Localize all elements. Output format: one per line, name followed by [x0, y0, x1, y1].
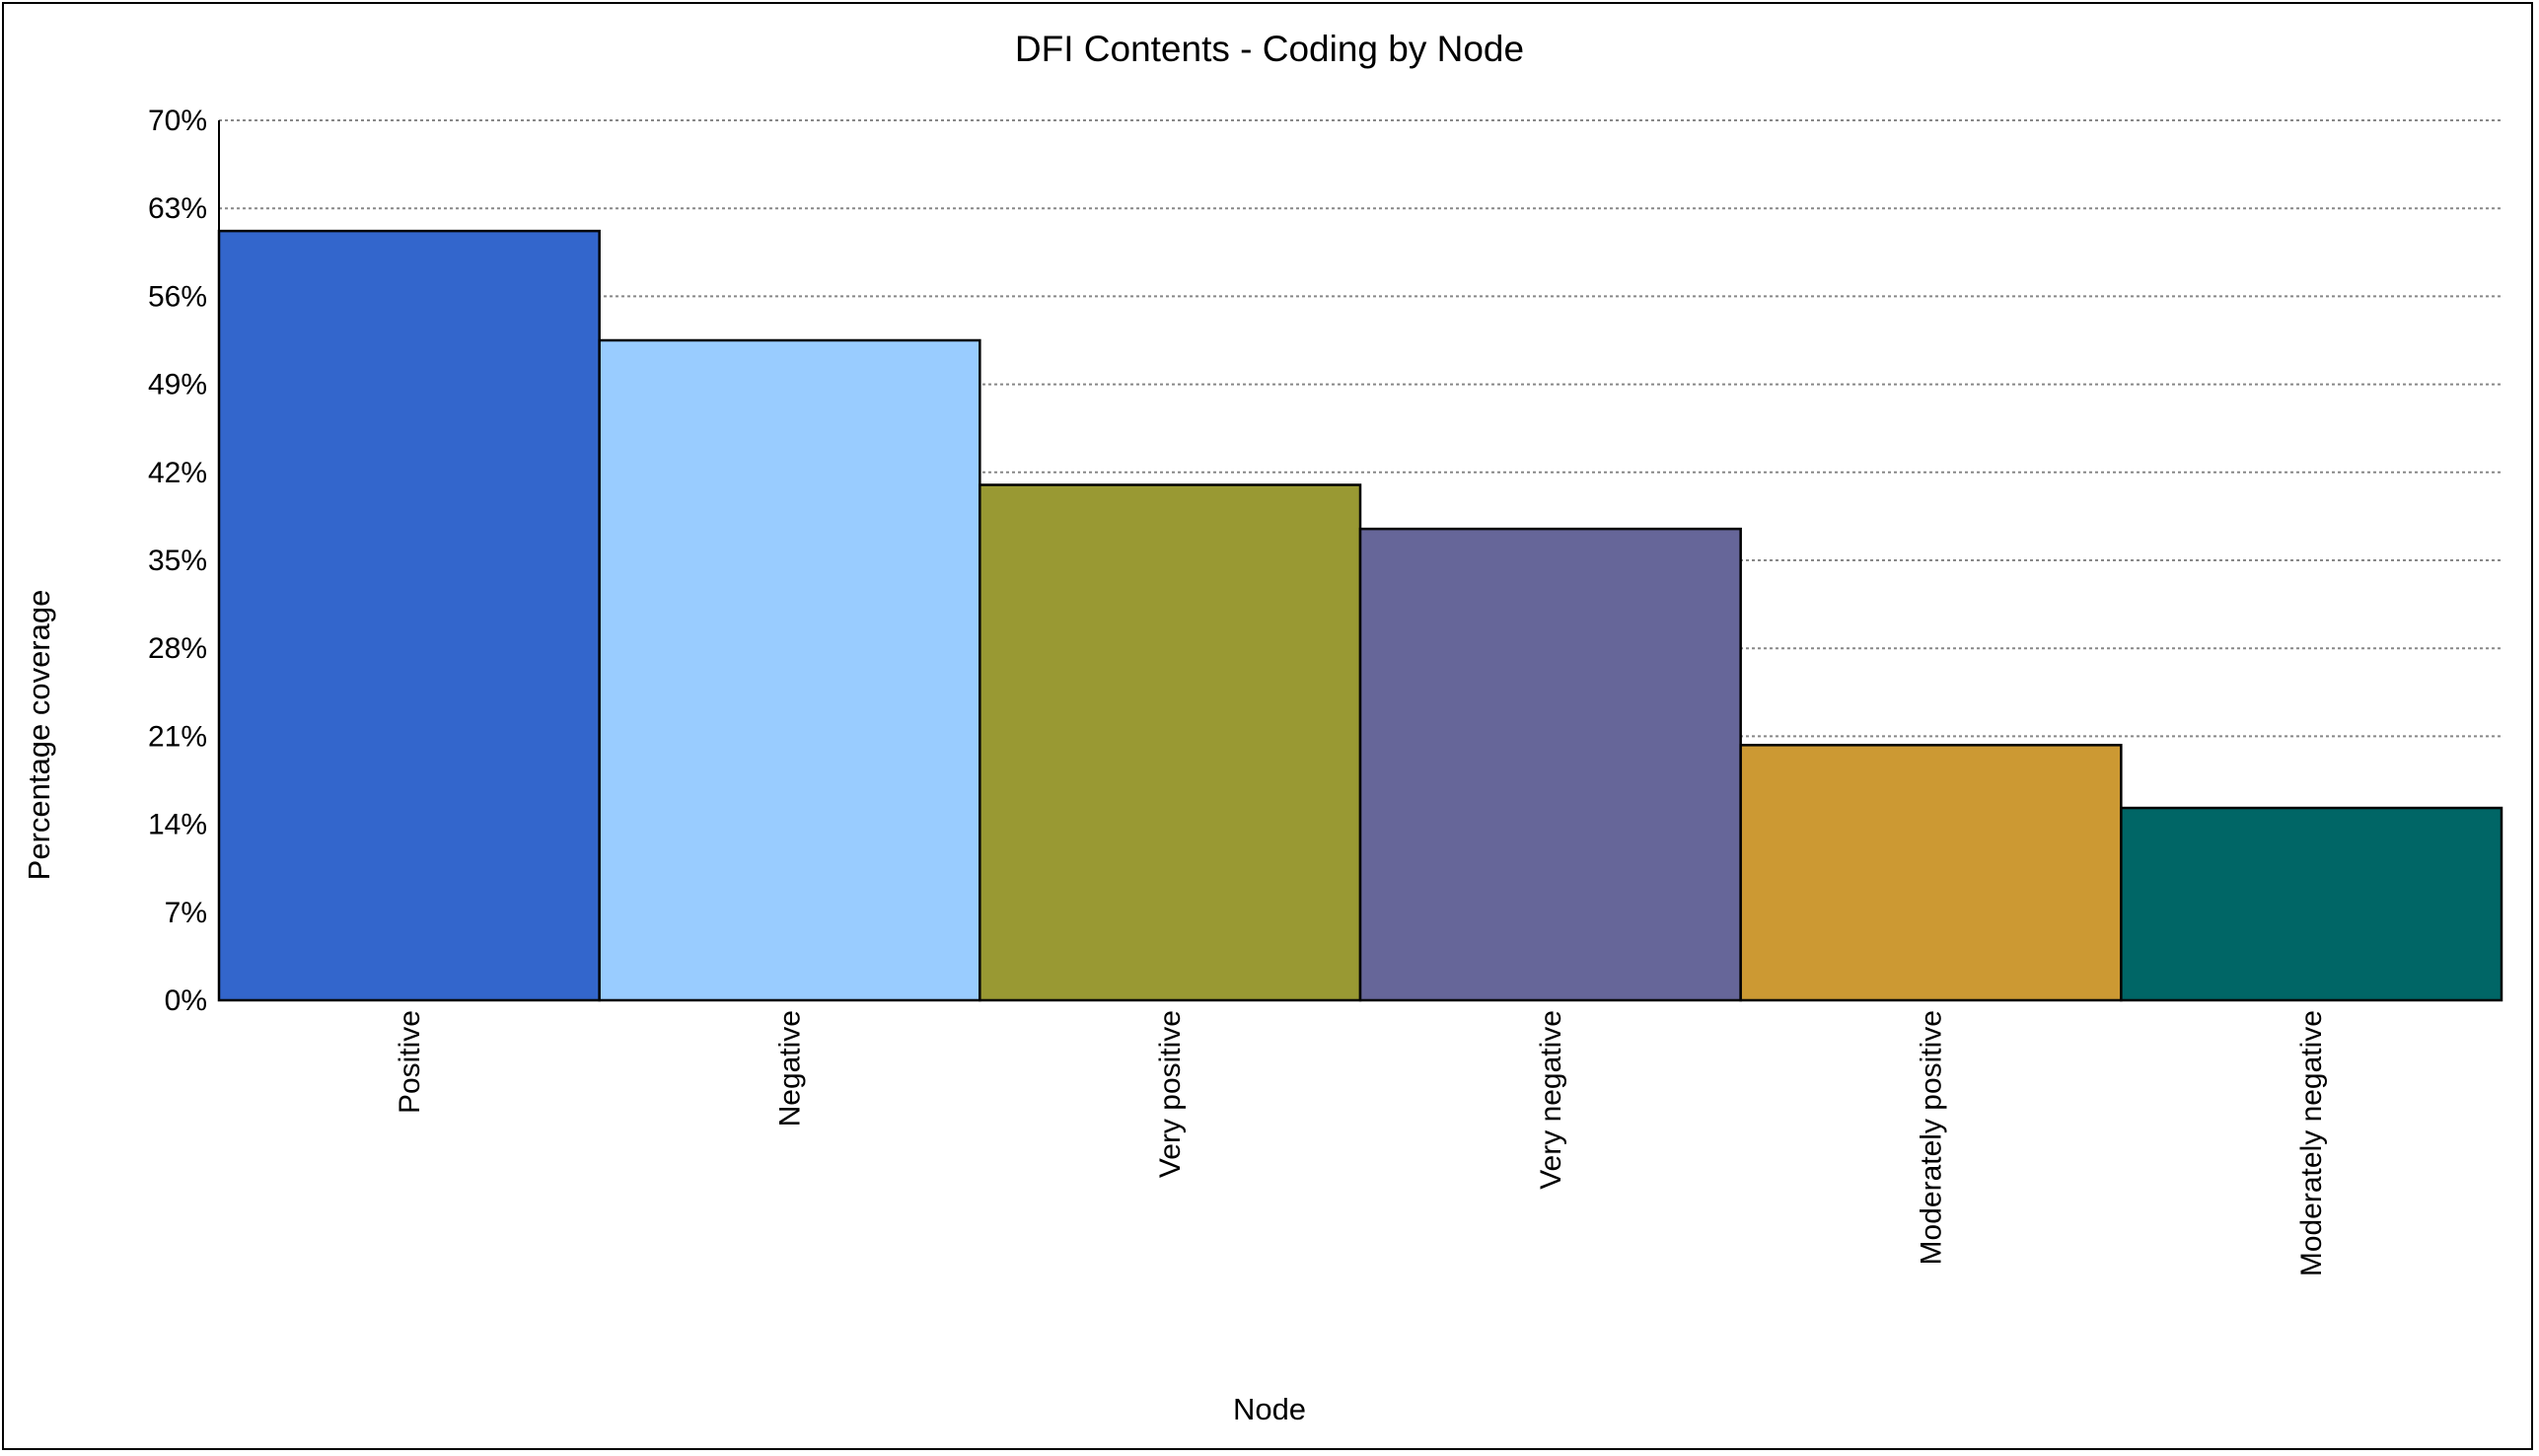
- x-tick-label: Very negative: [1535, 1010, 1567, 1190]
- x-tick-label: Positive: [394, 1010, 426, 1114]
- y-tick-labels: 0% 7% 14% 21% 28% 35% 42% 49% 56% 63% 70%: [148, 105, 207, 1017]
- bar-moderately-negative: [2120, 806, 2503, 1002]
- y-tick-label: 56%: [148, 280, 207, 313]
- y-tick-label: 49%: [148, 369, 207, 401]
- y-tick-label: 70%: [148, 105, 207, 137]
- x-tick-label: Moderately negative: [2295, 1010, 2328, 1276]
- x-tick-label: Very positive: [1154, 1010, 1187, 1178]
- bars: [217, 229, 2503, 1002]
- y-tick-label: 63%: [148, 192, 207, 225]
- bar-moderately-positive: [1739, 744, 2123, 1002]
- bar-very-positive: [979, 483, 1362, 1002]
- axes: [218, 120, 2502, 1001]
- y-tick-label: 21%: [148, 720, 207, 753]
- y-tick-label: 14%: [148, 809, 207, 841]
- y-tick-label: 7%: [165, 897, 207, 929]
- y-axis-title: Percentage coverage: [22, 590, 56, 881]
- x-tick-label: Moderately positive: [1916, 1010, 1948, 1265]
- bar-positive: [217, 229, 601, 1002]
- bar-very-negative: [1358, 527, 1742, 1002]
- chart-title: DFI Contents - Coding by Node: [1015, 29, 1524, 69]
- bar-negative: [598, 338, 981, 1002]
- y-tick-label: 28%: [148, 632, 207, 665]
- y-tick-label: 35%: [148, 545, 207, 577]
- x-axis-title: Node: [1233, 1392, 1306, 1426]
- y-tick-label: 42%: [148, 457, 207, 489]
- x-tick-labels: Positive Negative Very positive Very negati…: [394, 1010, 2328, 1276]
- x-tick-label: Negative: [774, 1010, 807, 1127]
- y-tick-label: 0%: [165, 984, 207, 1017]
